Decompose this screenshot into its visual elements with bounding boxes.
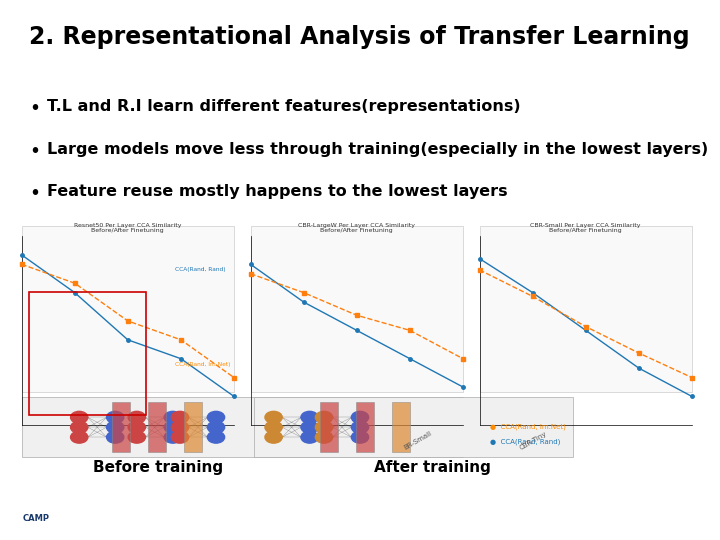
Circle shape — [315, 421, 333, 433]
Circle shape — [301, 431, 318, 443]
FancyBboxPatch shape — [22, 397, 463, 457]
Circle shape — [128, 411, 145, 423]
Circle shape — [128, 431, 145, 443]
Circle shape — [315, 431, 333, 443]
Circle shape — [164, 431, 181, 443]
Circle shape — [171, 421, 189, 433]
Text: CCA(Rand, Im.Net): CCA(Rand, Im.Net) — [174, 362, 230, 367]
FancyBboxPatch shape — [320, 402, 338, 452]
Text: ●  CCA(Rand, Im.Net): ● CCA(Rand, Im.Net) — [490, 424, 565, 430]
Text: Feature reuse mostly happens to the lowest layers: Feature reuse mostly happens to the lowe… — [47, 184, 508, 199]
Circle shape — [207, 431, 225, 443]
FancyBboxPatch shape — [184, 402, 202, 452]
FancyBboxPatch shape — [22, 226, 234, 393]
Circle shape — [301, 421, 318, 433]
Circle shape — [315, 411, 333, 423]
Text: Resnet50 Per Layer CCA Similarity
Before/After Finetuning: Resnet50 Per Layer CCA Similarity Before… — [74, 222, 181, 233]
Text: Computer Aided Medical Procedures: Computer Aided Medical Procedures — [130, 514, 357, 527]
Text: After training: After training — [374, 460, 490, 475]
FancyBboxPatch shape — [356, 402, 374, 452]
Text: Large models move less through training(especially in the lowest layers): Large models move less through training(… — [47, 141, 708, 157]
Text: CAMP: CAMP — [22, 514, 50, 523]
Circle shape — [351, 421, 369, 433]
Circle shape — [265, 411, 282, 423]
Circle shape — [107, 421, 124, 433]
FancyBboxPatch shape — [112, 402, 130, 452]
Circle shape — [265, 421, 282, 433]
Text: ●  CCA(Rand, Rand): ● CCA(Rand, Rand) — [490, 439, 560, 446]
Circle shape — [164, 421, 181, 433]
Text: •: • — [29, 141, 40, 160]
Circle shape — [301, 411, 318, 423]
FancyBboxPatch shape — [254, 397, 573, 457]
Circle shape — [171, 431, 189, 443]
Circle shape — [351, 411, 369, 423]
Circle shape — [207, 421, 225, 433]
Circle shape — [207, 411, 225, 423]
Circle shape — [0, 503, 288, 534]
Text: T.L and R.I learn different features(representations): T.L and R.I learn different features(rep… — [47, 99, 521, 114]
Circle shape — [265, 431, 282, 443]
Circle shape — [71, 431, 88, 443]
Text: •: • — [29, 99, 40, 118]
Circle shape — [164, 411, 181, 423]
Circle shape — [71, 421, 88, 433]
FancyBboxPatch shape — [251, 226, 463, 393]
Text: CBR-Tiny: CBR-Tiny — [518, 430, 548, 450]
Text: March 12, 2021: March 12, 2021 — [608, 514, 706, 527]
Text: BR-Small: BR-Small — [403, 430, 433, 450]
FancyBboxPatch shape — [480, 226, 692, 393]
Circle shape — [71, 411, 88, 423]
Text: CBR-Small Per Layer CCA Similarity
Before/After Finetuning: CBR-Small Per Layer CCA Similarity Befor… — [531, 222, 641, 233]
Text: CCA(Rand, Rand): CCA(Rand, Rand) — [174, 267, 225, 273]
FancyBboxPatch shape — [148, 402, 166, 452]
Circle shape — [107, 411, 124, 423]
Text: 2. Representational Analysis of Transfer Learning: 2. Representational Analysis of Transfer… — [29, 25, 690, 49]
Circle shape — [171, 411, 189, 423]
Circle shape — [107, 431, 124, 443]
Text: •: • — [29, 184, 40, 203]
Circle shape — [351, 431, 369, 443]
FancyBboxPatch shape — [392, 402, 410, 452]
Text: CBR-LargeW Per Layer CCA Similarity
Before/After Finetuning: CBR-LargeW Per Layer CCA Similarity Befo… — [298, 222, 415, 233]
Circle shape — [128, 421, 145, 433]
Text: Before training: Before training — [94, 460, 223, 475]
